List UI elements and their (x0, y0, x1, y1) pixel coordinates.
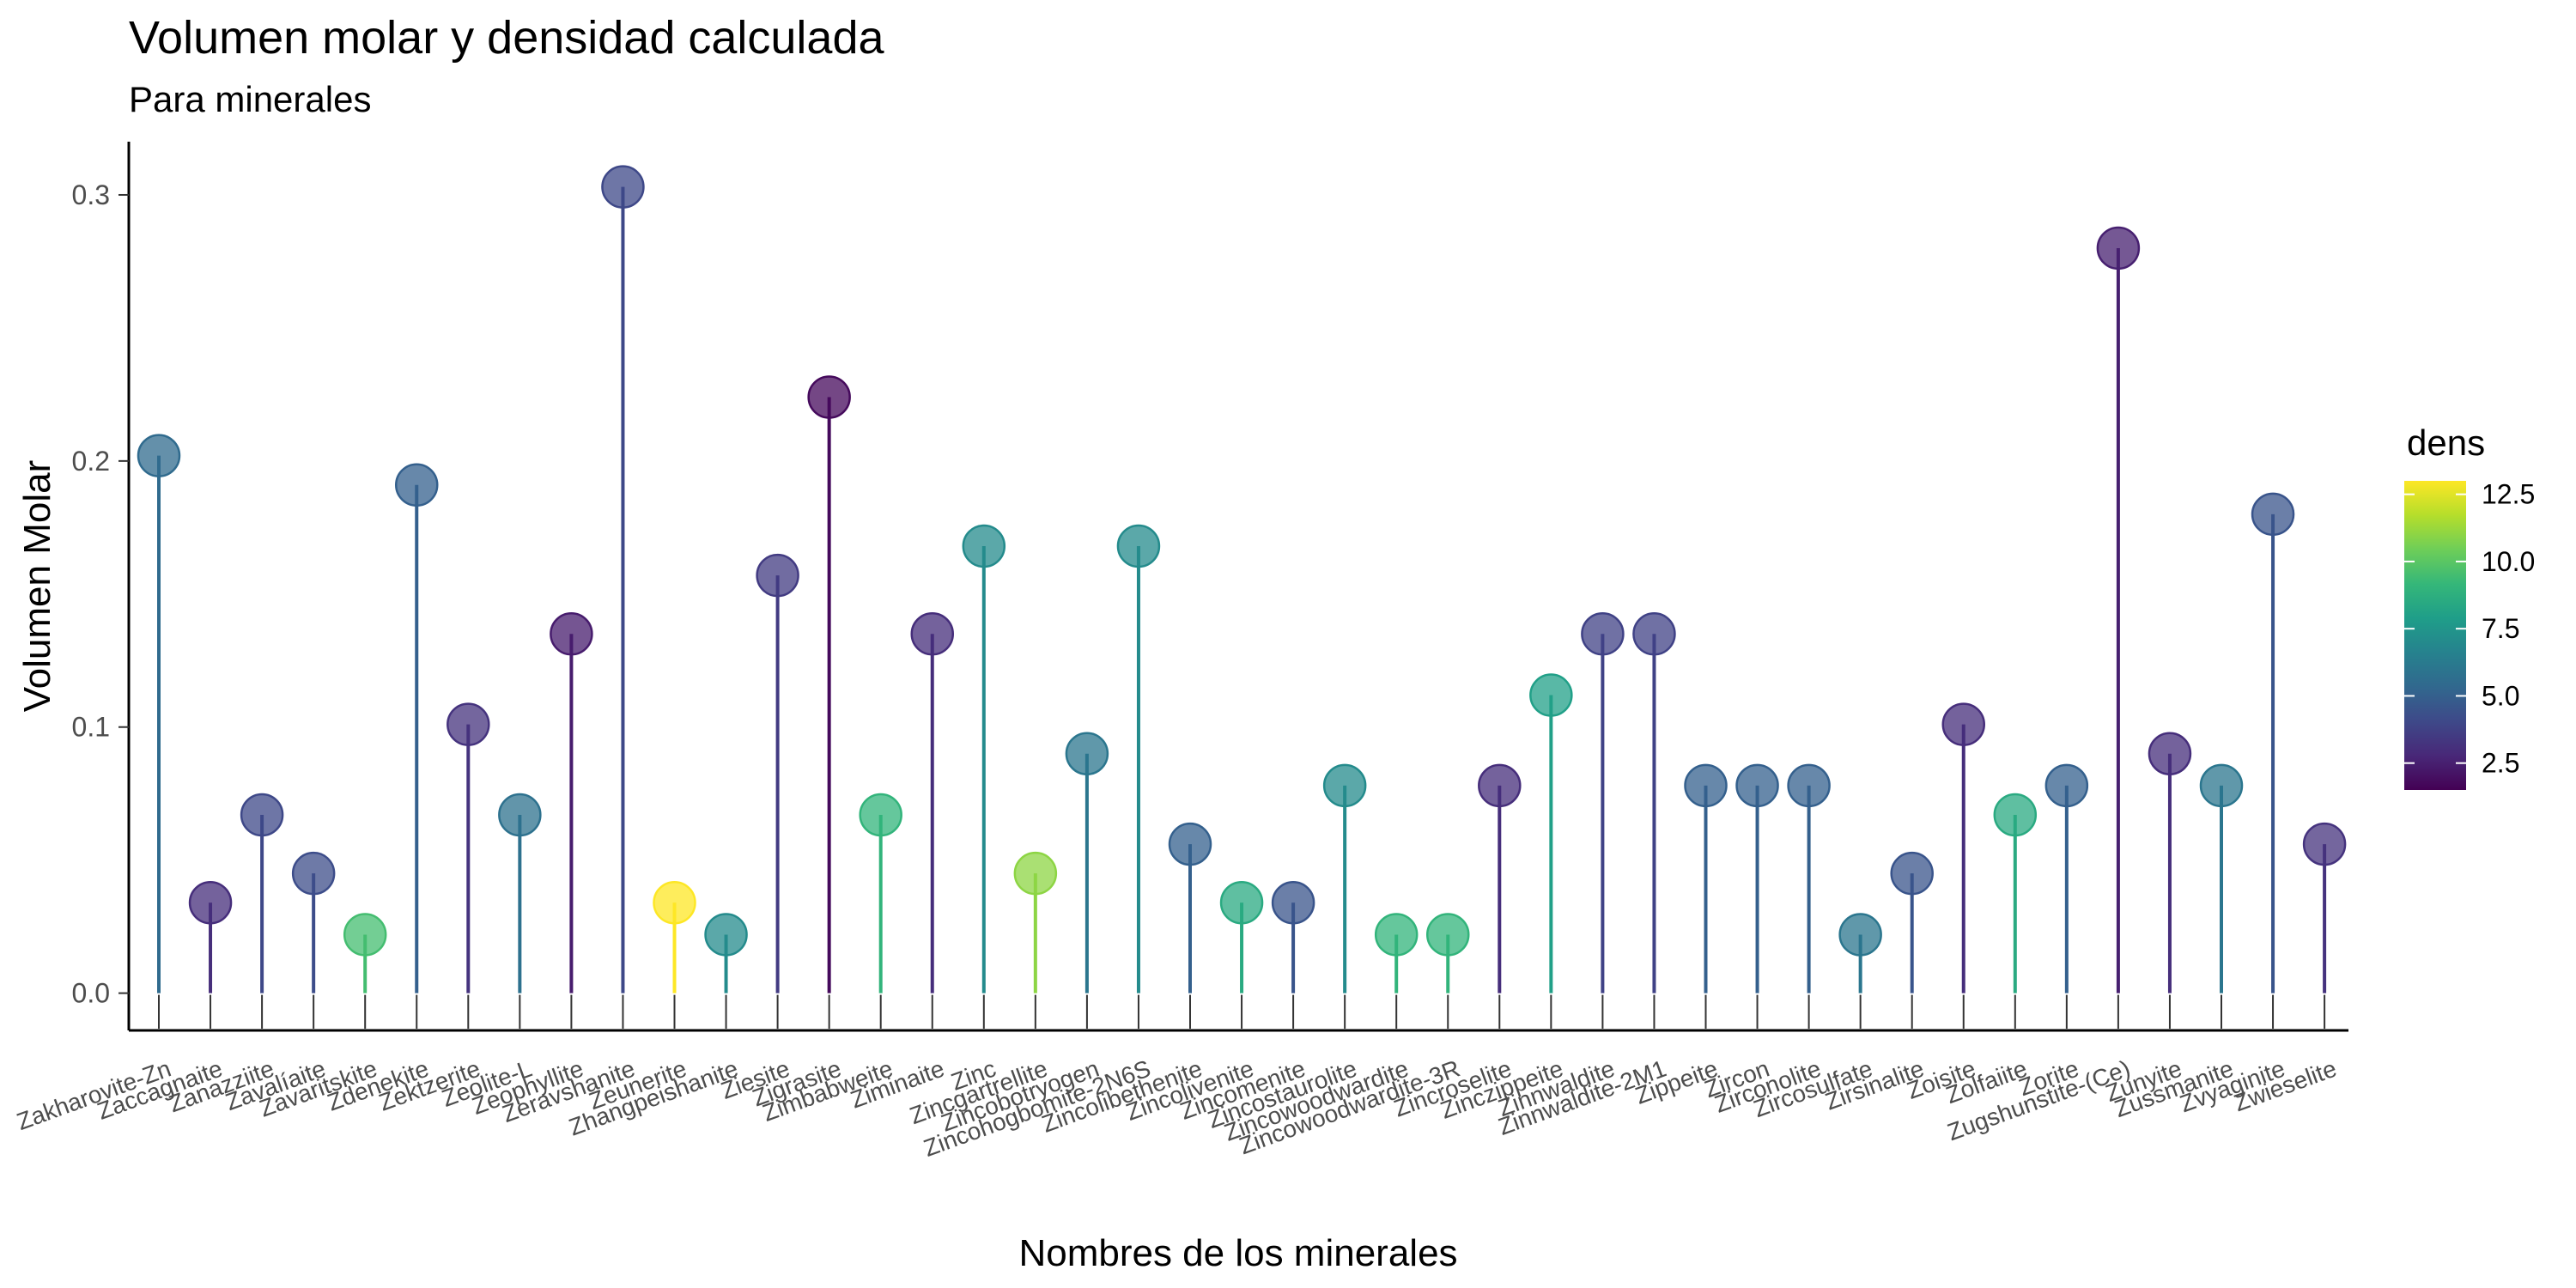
lollipop-point (1632, 612, 1676, 656)
lollipop-point (1581, 612, 1625, 656)
lollipop-point (704, 913, 748, 957)
lollipop-point (2251, 492, 2295, 537)
lollipop-point (1735, 763, 1779, 808)
lollipop-point (240, 793, 284, 837)
lollipop-point (447, 702, 490, 746)
legend-tick-label: 10.0 (2482, 546, 2535, 577)
lollipop-point (807, 375, 851, 419)
lollipop-point (498, 793, 542, 837)
lollipop-point (291, 851, 336, 896)
legend-colorbar (2404, 481, 2466, 790)
lollipop-point (601, 165, 645, 209)
chart-subtitle: Para minerales (129, 79, 371, 119)
legend-tick-label: 2.5 (2482, 748, 2519, 779)
y-axis-title: Volumen Molar (16, 460, 58, 712)
lollipop-point (1322, 763, 1367, 808)
lollipop-point (1993, 793, 2038, 837)
lollipop-point (962, 524, 1006, 568)
lollipop-point (1374, 913, 1419, 957)
x-tick-label: Zwieselite (2231, 1055, 2341, 1117)
chart-title: Volumen molar y densidad calculada (129, 12, 884, 64)
lollipop-point (1116, 524, 1161, 568)
y-tick-label: 0.3 (72, 179, 110, 210)
lollipop-point (550, 612, 593, 656)
y-tick-label: 0.0 (72, 978, 110, 1009)
lollipop-point (2148, 732, 2192, 775)
legend-tick-label: 12.5 (2482, 479, 2535, 510)
lollipop-point (1838, 913, 1882, 957)
lollipop-point (343, 913, 387, 957)
lollipop-point (2096, 226, 2141, 270)
lollipop-point (653, 881, 696, 925)
lollipop-point (2199, 763, 2244, 808)
y-tick-label: 0.2 (72, 446, 110, 477)
lollipop-point (188, 881, 233, 925)
lollipop-point (1065, 732, 1109, 775)
plot-area: 0.00.10.20.3Zakharovite-ZnZaccagnaiteZan… (14, 142, 2348, 1162)
lollipop-point (395, 463, 439, 507)
lollipop-point (1787, 763, 1831, 808)
lollipop-point (2044, 763, 2089, 808)
lollipop-point (1168, 822, 1212, 866)
lollipop-point (1478, 763, 1522, 808)
lollipop-point (1271, 881, 1315, 925)
lollipop-point (1426, 913, 1470, 957)
lollipop-point (137, 434, 181, 477)
color-legend: dens 2.5 5.0 7.5 10.0 12.5 (2404, 422, 2535, 790)
lollipop-point (1684, 763, 1728, 808)
lollipop-point (1219, 881, 1264, 925)
lollipop-point (910, 612, 954, 656)
lollipop-point (756, 553, 799, 598)
lollipop-point (1013, 851, 1058, 896)
lollipop-point (1941, 702, 1985, 746)
y-tick-label: 0.1 (72, 712, 110, 743)
legend-tick-label: 7.5 (2482, 613, 2519, 644)
legend-tick-label: 5.0 (2482, 680, 2519, 711)
lollipop-point (859, 793, 902, 837)
lollipop-point (1529, 673, 1573, 717)
lollipop-point (2302, 822, 2347, 866)
legend-title: dens (2407, 422, 2485, 463)
x-axis-title: Nombres de los minerales (1018, 1232, 1457, 1274)
lollipop-point (1890, 851, 1934, 896)
